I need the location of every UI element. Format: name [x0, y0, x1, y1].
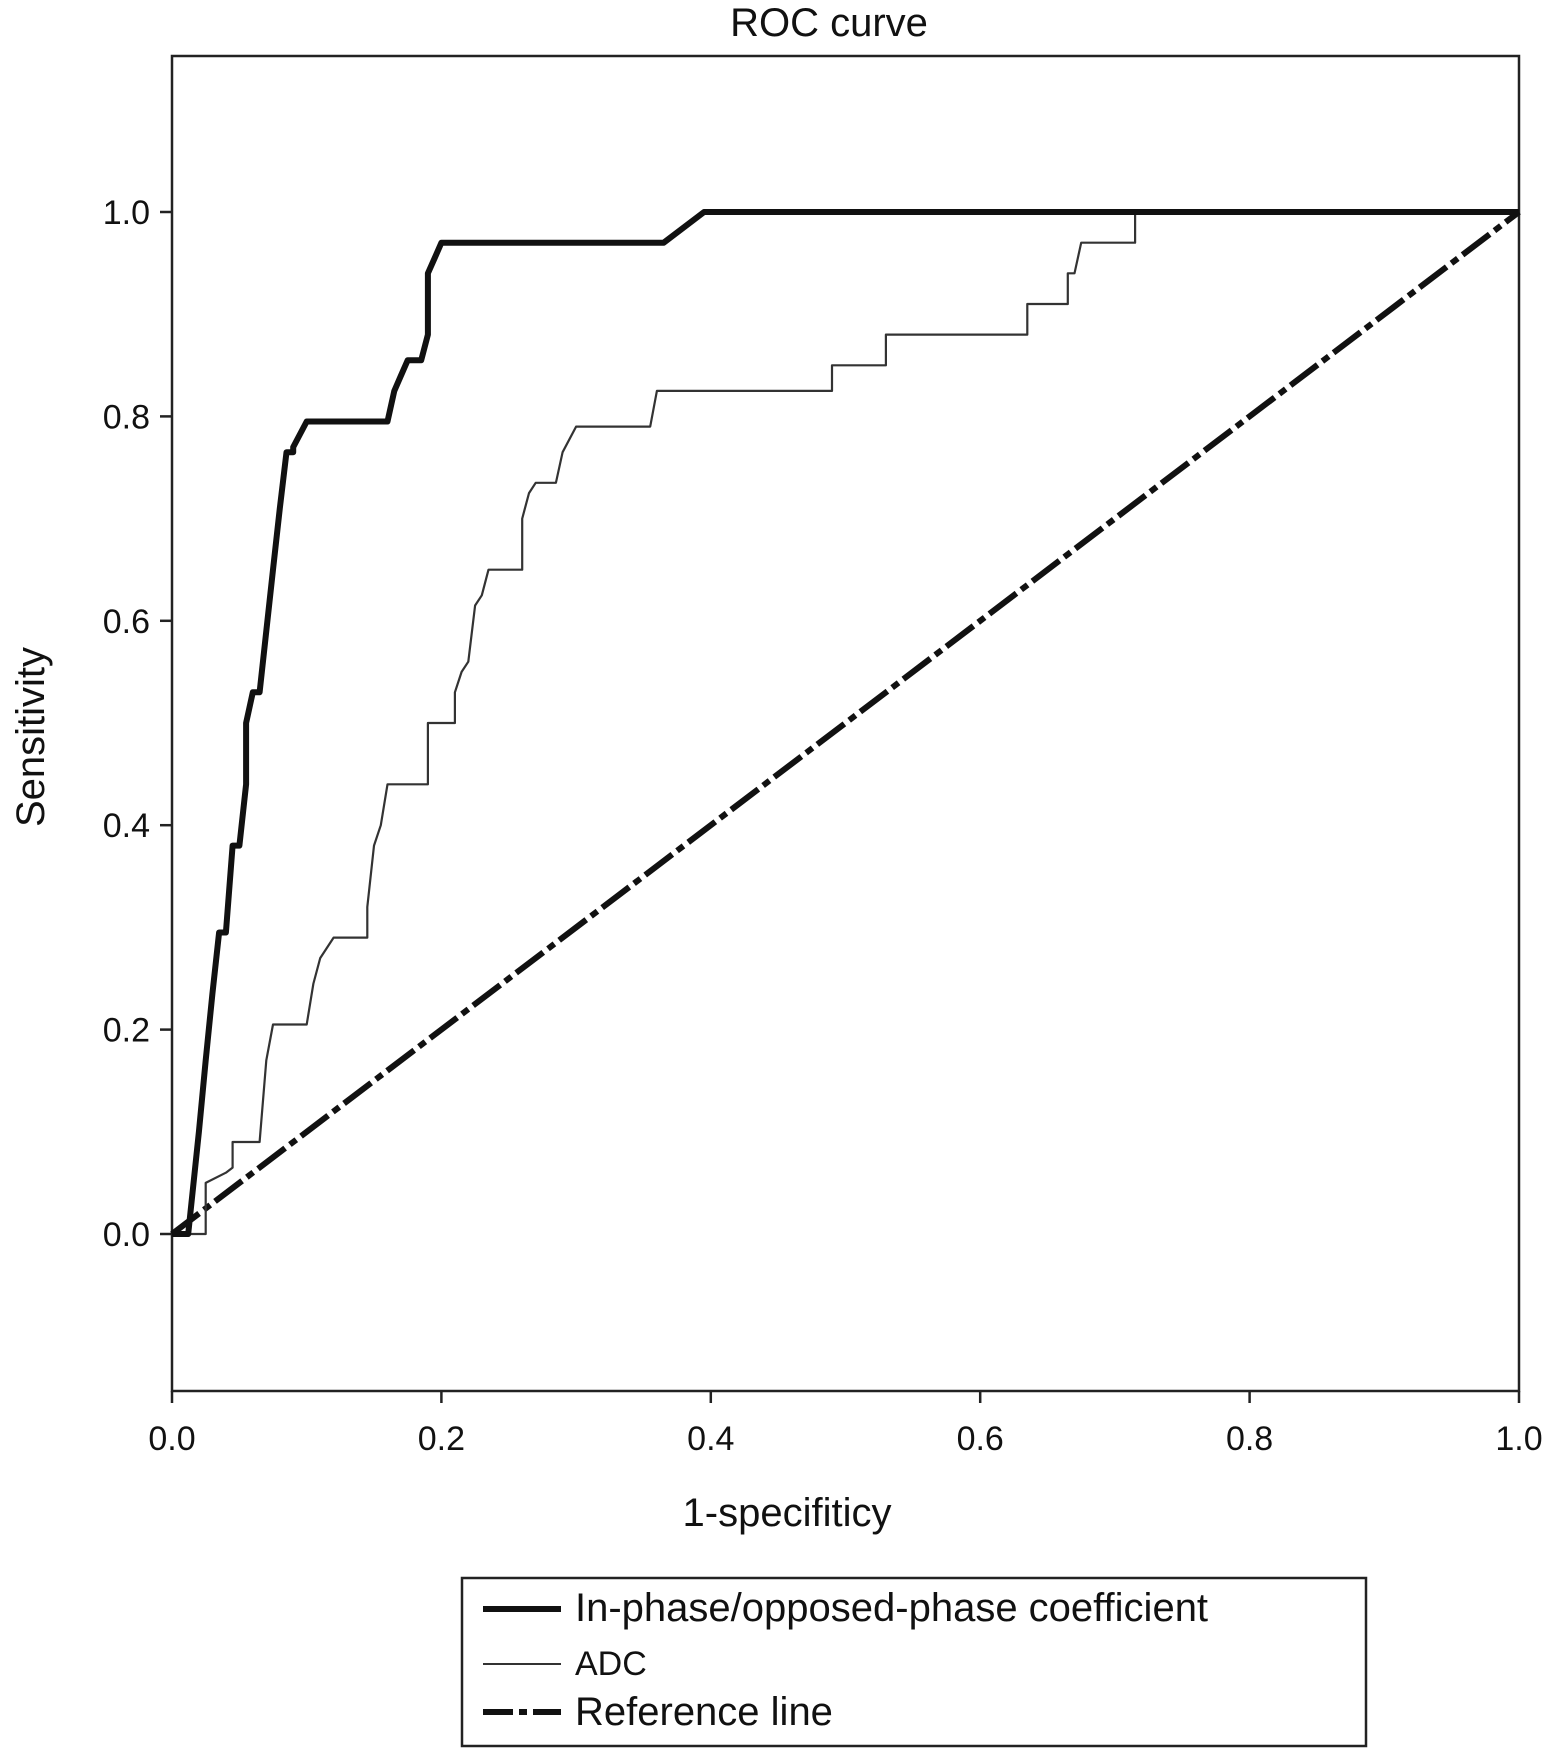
- x-tick-label: 0.2: [418, 1420, 465, 1458]
- legend-label-in-phase: In-phase/opposed-phase coefficient: [575, 1586, 1208, 1630]
- series-line-in-phase-opposed-phase-coefficient: [172, 209, 1519, 1237]
- y-tick-label: 0.6: [103, 603, 150, 641]
- legend-label-reference: Reference line: [575, 1690, 833, 1734]
- x-tick-label: 1.0: [1495, 1420, 1542, 1458]
- series-line-adc: [172, 210, 1519, 1236]
- y-tick-label: 0.2: [103, 1012, 150, 1050]
- x-axis-label: 1-specifiticy: [683, 1491, 892, 1535]
- y-tick-label: 0.0: [103, 1216, 150, 1254]
- y-tick-label: 0.4: [103, 807, 150, 845]
- x-tick-label: 0.6: [957, 1420, 1004, 1458]
- series-layer: [170, 209, 1521, 1237]
- legend-label-adc: ADC: [575, 1645, 647, 1683]
- x-tick-label: 0.8: [1226, 1420, 1273, 1458]
- legend: In-phase/opposed-phase coefficient ADC R…: [460, 1576, 1368, 1748]
- chart-title: ROC curve: [730, 1, 928, 45]
- y-axis-label: Sensitivity: [9, 647, 53, 827]
- series-line-reference-line: [170, 209, 1521, 1237]
- plot-frame: [170, 54, 1521, 1393]
- y-axis-ticks: 0.0 0.2 0.4 0.6 0.8 1.0: [103, 194, 172, 1254]
- y-tick-label: 0.8: [103, 398, 150, 436]
- x-tick-label: 0.0: [148, 1420, 195, 1458]
- x-tick-label: 0.4: [687, 1420, 734, 1458]
- y-tick-label: 1.0: [103, 194, 150, 232]
- x-axis-ticks: 0.0 0.2 0.4 0.6 0.8 1.0: [148, 1391, 1543, 1458]
- legend-box: [460, 1576, 1368, 1748]
